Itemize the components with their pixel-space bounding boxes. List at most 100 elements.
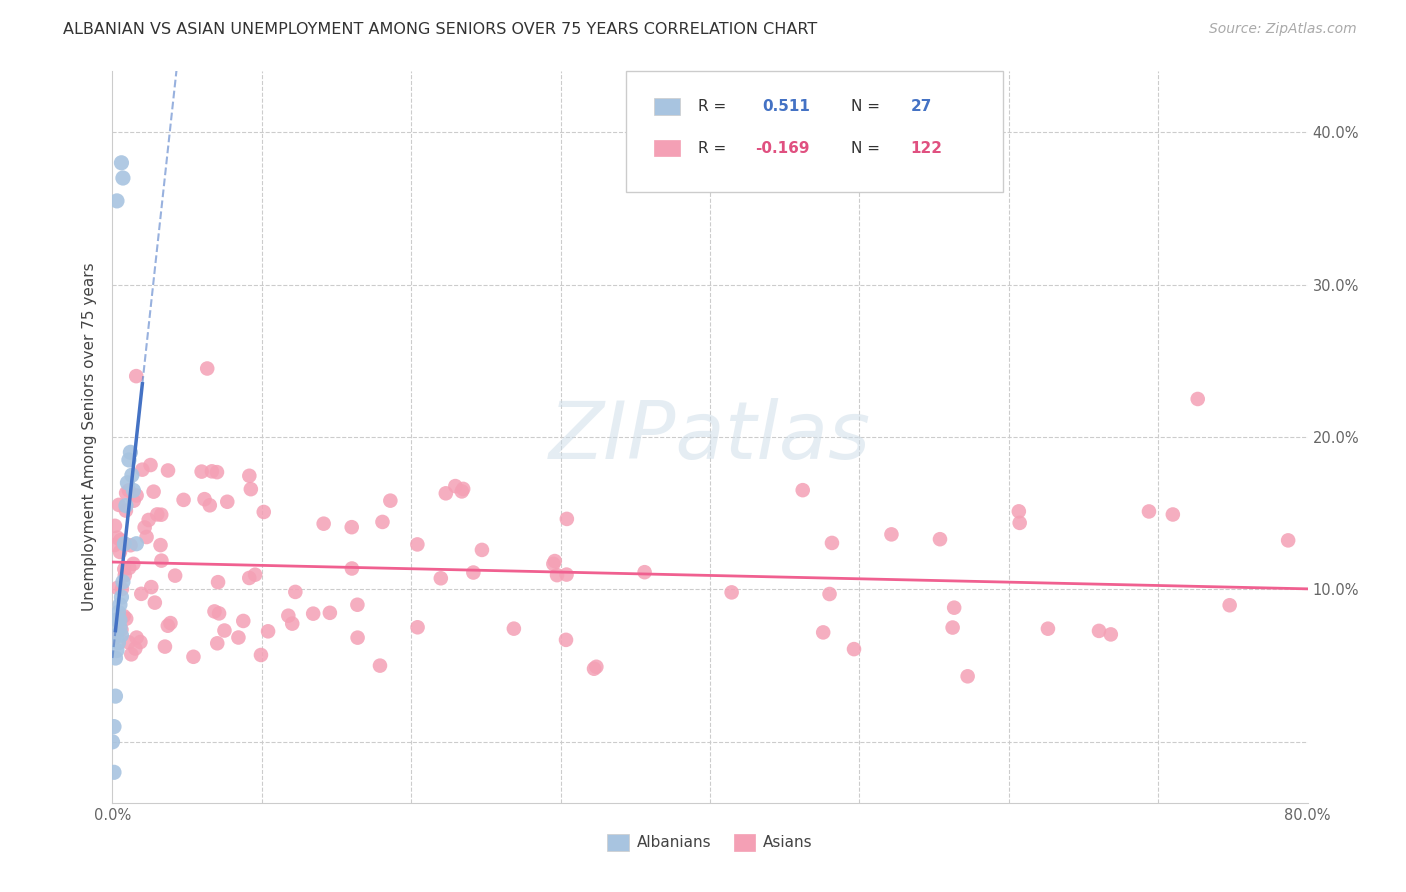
Point bbox=[371, 515, 394, 529]
Text: ALBANIAN VS ASIAN UNEMPLOYMENT AMONG SENIORS OVER 75 YEARS CORRELATION CHART: ALBANIAN VS ASIAN UNEMPLOYMENT AMONG SEN… bbox=[63, 22, 817, 37]
Point bbox=[451, 482, 474, 496]
Point bbox=[103, 765, 125, 780]
Point bbox=[110, 155, 132, 169]
Point bbox=[124, 641, 146, 656]
Point bbox=[444, 479, 467, 493]
Legend: Albanians, Asians: Albanians, Asians bbox=[602, 828, 818, 857]
Point bbox=[502, 622, 524, 636]
Point bbox=[105, 643, 128, 657]
Point bbox=[346, 631, 368, 645]
Point bbox=[204, 604, 226, 618]
Point bbox=[543, 557, 565, 571]
Point bbox=[156, 463, 179, 477]
Text: R =: R = bbox=[699, 141, 727, 156]
Point bbox=[143, 596, 166, 610]
Point bbox=[1187, 392, 1209, 406]
Point bbox=[112, 609, 135, 624]
Point bbox=[110, 533, 132, 548]
Text: 122: 122 bbox=[911, 141, 943, 156]
Point bbox=[555, 567, 578, 582]
Point bbox=[1137, 504, 1160, 518]
Point bbox=[149, 538, 172, 552]
Point bbox=[544, 554, 567, 568]
Point bbox=[118, 453, 141, 467]
Point bbox=[1099, 627, 1122, 641]
Point bbox=[434, 486, 457, 500]
Point bbox=[1088, 624, 1111, 638]
Point bbox=[380, 493, 402, 508]
Point bbox=[471, 542, 494, 557]
Point bbox=[214, 624, 236, 638]
Point bbox=[107, 581, 129, 595]
Point bbox=[207, 575, 229, 590]
Point bbox=[821, 536, 844, 550]
Point bbox=[406, 620, 429, 634]
FancyBboxPatch shape bbox=[654, 98, 681, 114]
Point bbox=[238, 571, 260, 585]
Point bbox=[243, 567, 266, 582]
Point bbox=[205, 465, 228, 479]
Point bbox=[115, 499, 138, 513]
Point bbox=[1277, 533, 1299, 548]
Point bbox=[118, 483, 141, 498]
Point bbox=[122, 557, 145, 571]
Point bbox=[103, 720, 125, 734]
Point bbox=[232, 614, 254, 628]
Point bbox=[1161, 508, 1184, 522]
Point bbox=[101, 735, 124, 749]
Point bbox=[108, 613, 131, 627]
Text: N =: N = bbox=[851, 99, 880, 114]
Point bbox=[368, 658, 391, 673]
Point bbox=[173, 492, 195, 507]
Point bbox=[198, 498, 221, 512]
Point bbox=[208, 607, 231, 621]
Point bbox=[582, 662, 605, 676]
FancyBboxPatch shape bbox=[627, 71, 1002, 192]
Point bbox=[110, 590, 132, 604]
Point bbox=[319, 606, 342, 620]
Point bbox=[112, 562, 135, 576]
Point bbox=[121, 468, 143, 483]
Point bbox=[111, 171, 134, 186]
Point bbox=[110, 628, 132, 642]
Point bbox=[1008, 516, 1031, 530]
Point bbox=[134, 520, 156, 534]
Text: N =: N = bbox=[851, 141, 880, 156]
Point bbox=[120, 445, 142, 459]
Point bbox=[150, 508, 173, 522]
Point bbox=[1008, 504, 1031, 518]
Point bbox=[120, 538, 142, 552]
FancyBboxPatch shape bbox=[654, 140, 681, 156]
Point bbox=[120, 648, 142, 662]
Point bbox=[585, 659, 607, 673]
Point bbox=[118, 561, 141, 575]
Point bbox=[131, 463, 153, 477]
Point bbox=[1219, 599, 1241, 613]
Text: -0.169: -0.169 bbox=[755, 141, 810, 156]
Point bbox=[555, 632, 578, 647]
Point bbox=[114, 537, 135, 551]
Point bbox=[281, 616, 304, 631]
Point bbox=[104, 651, 127, 665]
Point bbox=[302, 607, 325, 621]
Point bbox=[141, 580, 163, 594]
Point bbox=[115, 503, 138, 517]
Point bbox=[129, 635, 152, 649]
Point bbox=[956, 669, 979, 683]
Point bbox=[929, 532, 952, 546]
Text: 27: 27 bbox=[911, 99, 932, 114]
Point bbox=[108, 598, 131, 612]
Text: 0.511: 0.511 bbox=[762, 99, 810, 114]
Point bbox=[792, 483, 814, 498]
Point bbox=[104, 518, 127, 533]
Point bbox=[193, 492, 215, 507]
Point bbox=[239, 482, 262, 496]
Point bbox=[105, 194, 128, 208]
Point bbox=[114, 568, 136, 582]
Point bbox=[195, 361, 218, 376]
Point bbox=[108, 545, 131, 559]
Point bbox=[142, 484, 165, 499]
Point bbox=[105, 613, 128, 627]
Point bbox=[201, 464, 224, 478]
Point bbox=[146, 508, 169, 522]
